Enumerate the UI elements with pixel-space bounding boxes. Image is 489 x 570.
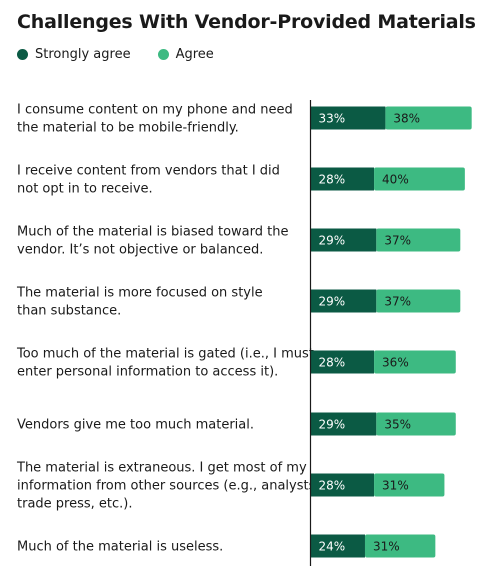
category-label: than substance. [17, 304, 121, 319]
bar-strongly-agree [310, 106, 386, 130]
category-label: I receive content from vendors that I di… [17, 164, 280, 179]
data-label: 37% [384, 234, 411, 248]
bar-agree [385, 106, 472, 130]
category-group: I receive content from vendors that I di… [17, 164, 465, 197]
category-label: Vendors give me too much material. [17, 418, 254, 433]
category-label: information from other sources (e.g., an… [17, 479, 320, 494]
legend-swatch-strongly-agree [17, 49, 28, 60]
data-label: 29% [319, 418, 346, 432]
legend-label-strongly-agree: Strongly agree [35, 47, 131, 62]
category-group: Too much of the material is gated (i.e.,… [16, 347, 456, 380]
data-label: 33% [319, 112, 346, 126]
category-label: I consume content on my phone and need [17, 103, 293, 118]
data-label: 28% [319, 173, 346, 187]
data-label: 29% [319, 295, 346, 309]
data-label: 31% [373, 540, 400, 554]
legend-item-agree: Agree [157, 47, 214, 62]
category-label: Much of the material is useless. [17, 540, 223, 555]
category-group: The material is extraneous. I get most o… [16, 461, 445, 512]
chart-title: Challenges With Vendor-Provided Material… [17, 11, 476, 33]
data-label: 24% [319, 540, 346, 554]
bar-strongly-agree [310, 228, 377, 252]
category-label: vendor. It’s not objective or balanced. [17, 243, 263, 258]
bar-agree [374, 350, 456, 374]
bar-agree [364, 534, 436, 558]
category-label: The material is extraneous. I get most o… [16, 461, 307, 476]
bar-strongly-agree [310, 289, 377, 313]
data-label: 35% [384, 418, 411, 432]
bar-agree [376, 289, 461, 313]
bar-strongly-agree [310, 412, 377, 436]
bar-strongly-agree [310, 350, 375, 374]
data-label: 29% [319, 234, 346, 248]
data-label: 38% [393, 112, 420, 126]
category-label: trade press, etc.). [17, 497, 133, 512]
category-group: I consume content on my phone and need th… [17, 103, 472, 136]
data-label: 28% [319, 479, 346, 493]
legend: Strongly agree Agree [17, 47, 241, 62]
category-group: Vendors give me too much material. 29% 35% [17, 412, 456, 436]
category-label: Too much of the material is gated (i.e.,… [16, 347, 314, 362]
bar-agree [374, 167, 465, 191]
data-label: 36% [382, 356, 409, 370]
category-group: The material is more focused on style tha… [16, 286, 461, 319]
category-label: not opt in to receive. [17, 182, 153, 197]
legend-label-agree: Agree [175, 47, 214, 62]
legend-swatch-agree [157, 49, 169, 60]
bar-agree [376, 412, 456, 436]
legend-item-strongly-agree: Strongly agree [17, 47, 131, 62]
data-label: 28% [319, 356, 346, 370]
category-label: the material to be mobile-friendly. [17, 121, 239, 136]
bar-strongly-agree [310, 534, 365, 558]
category-label: Much of the material is biased toward th… [17, 225, 288, 240]
data-label: 31% [382, 479, 409, 493]
category-label: enter personal information to access it)… [17, 365, 278, 380]
bar-agree [374, 473, 445, 497]
bar-strongly-agree [310, 473, 375, 497]
category-group: Much of the material is useless. 24% 31% [17, 534, 436, 558]
data-label: 40% [382, 173, 409, 187]
category-label: The material is more focused on style [16, 286, 263, 301]
data-label: 37% [384, 295, 411, 309]
bar-agree [376, 228, 461, 252]
bar-strongly-agree [310, 167, 375, 191]
category-group: Much of the material is biased toward th… [17, 225, 461, 258]
